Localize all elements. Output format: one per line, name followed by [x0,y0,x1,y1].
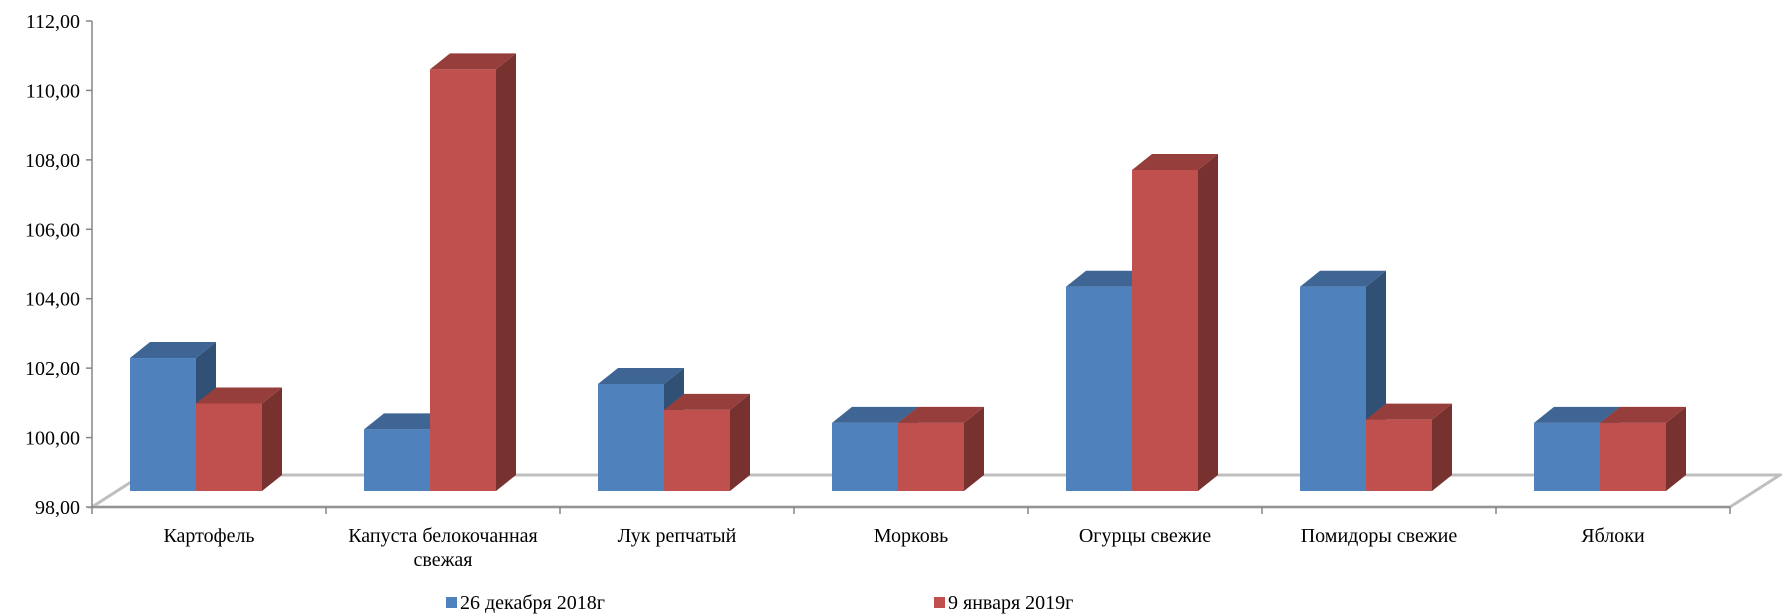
x-category-label: Помидоры свежие [1301,525,1458,547]
bar-front-face [1366,419,1432,491]
legend-item: 9 января 2019г [934,592,1073,614]
bar-side-face [964,406,984,491]
bar-top-face [1600,406,1686,423]
y-tick-label: 104,00 [25,289,80,311]
y-tick-label: 98,00 [35,497,80,519]
x-category-label: Картофель [163,525,254,547]
bar-side-face [730,393,750,491]
bar-top-face [130,342,216,359]
bar-front-face [664,409,730,491]
legend-swatch [934,597,945,608]
bar-top-face [196,387,282,404]
bar-front-face [364,429,430,491]
y-tick-label: 102,00 [25,358,80,380]
bar-side-face [1198,153,1218,491]
bar-front-face [1066,286,1132,491]
bar-top-face [1066,270,1152,287]
y-tick-label: 112,00 [26,11,80,33]
bar-top-face [364,413,450,430]
bar-front-face [1300,286,1366,491]
bar-side-face [262,387,282,491]
bar-top-face [1534,406,1620,423]
bar-top-face [898,406,984,423]
legend-item: 26 декабря 2018г [446,592,605,614]
bar-top-face [1366,403,1452,420]
bar-front-face [1534,422,1600,491]
bars [130,53,1686,492]
legend: 26 декабря 2018г 9 января 2019г [446,592,1073,614]
bar-top-face [430,53,516,70]
y-tick-label: 106,00 [25,219,80,241]
x-category-label: Капуста белокочанная свежая [348,525,538,571]
bar-series2 [1600,406,1686,491]
bar-side-face [496,53,516,492]
bar-series2 [898,406,984,491]
bar-top-face [832,406,918,423]
bar-top-face [1300,270,1386,287]
bar-side-face [1666,406,1686,491]
bar-front-face [832,422,898,491]
y-tick-label: 108,00 [25,150,80,172]
bar-front-face [598,383,664,491]
x-category-label: Лук репчатый [618,525,737,547]
bar-front-face [1132,169,1198,491]
bar-top-face [598,367,684,384]
x-axis [91,506,1731,514]
bar-series2 [196,387,282,491]
bar-series2 [664,393,750,491]
bar-series2 [1366,403,1452,491]
bar-top-face [1132,153,1218,170]
legend-label: 9 января 2019г [948,592,1073,614]
bar-series2 [1132,153,1218,491]
bar-front-face [898,422,964,491]
legend-label: 26 декабря 2018г [460,592,605,614]
legend-swatch [446,597,457,608]
x-category-label: Морковь [874,525,949,547]
y-axis: 98,00 100,00 102,00 104,00 106,00 108,00 110,0… [25,11,93,519]
x-category-label: Яблоки [1581,525,1645,547]
bar-series2 [430,53,516,492]
bar-side-face [1432,403,1452,491]
y-tick-label: 100,00 [25,428,80,450]
bar-top-face [664,393,750,410]
y-tick-label: 110,00 [26,80,80,102]
bar-front-face [130,358,196,491]
x-category-label: Огурцы свежие [1079,525,1211,547]
category-labels: Картофель Капуста белокочанная свежая Лук р… [163,525,1645,571]
bar-front-face [196,403,262,491]
bar-front-face [430,69,496,491]
bar-front-face [1600,422,1666,491]
